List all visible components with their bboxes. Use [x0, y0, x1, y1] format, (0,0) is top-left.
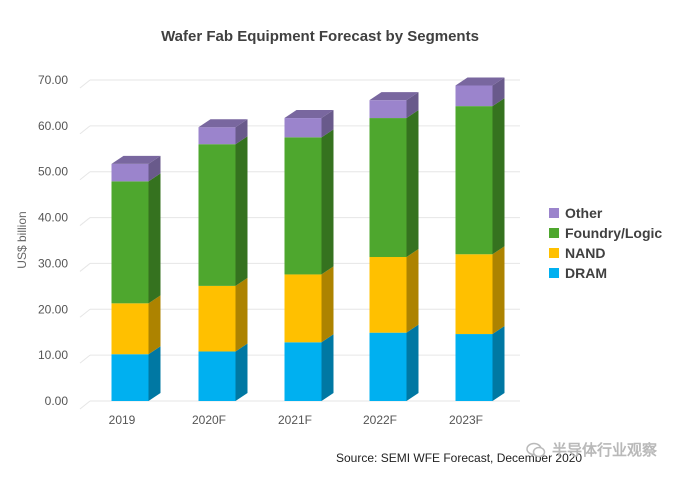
chart-title: Wafer Fab Equipment Forecast by Segments: [161, 28, 479, 45]
bar-side-dram: [406, 324, 419, 401]
wechat-icon: [526, 442, 546, 457]
bar-segment-other: [369, 100, 407, 119]
legend-item-other: Other: [549, 203, 662, 223]
bar-stack: [369, 92, 419, 401]
bar-segment-nand: [198, 285, 236, 352]
bar-side-other: [492, 77, 505, 107]
bar-segment-dram: [369, 332, 407, 401]
bar-side-foundry-logic: [235, 136, 248, 286]
y-tick-label: 50.00: [38, 165, 68, 179]
legend-swatch-foundry-logic: [549, 228, 559, 238]
bar-stack: [455, 77, 505, 401]
x-tick-label: 2023F: [449, 413, 483, 427]
bar-side-dram: [321, 334, 334, 401]
bar-stack: [198, 119, 248, 401]
bar-segment-dram: [198, 351, 236, 401]
bar-segment-foundry-logic: [455, 106, 493, 255]
bar-side-other: [321, 110, 334, 138]
bar-side-dram: [148, 346, 161, 401]
bar-top-other: [198, 119, 248, 128]
bar-side-other: [406, 92, 419, 119]
gridline-depth: [79, 354, 91, 364]
watermark: 半导体行业观察: [526, 439, 657, 460]
bar-top-other: [455, 77, 505, 86]
bar-side-nand: [492, 246, 505, 335]
bar-stack: [111, 155, 161, 401]
legend-label-other: Other: [565, 205, 603, 221]
legend-swatch-other: [549, 208, 559, 218]
x-tick-label: 2019: [109, 413, 136, 427]
bar-segment-dram: [111, 354, 149, 401]
legend-swatch-nand: [549, 248, 559, 258]
legend-item-dram: DRAM: [549, 263, 662, 283]
bar-segment-nand: [455, 254, 493, 335]
legend-label-dram: DRAM: [565, 265, 607, 281]
bar-top-other: [111, 155, 161, 164]
watermark-text: 半导体行业观察: [552, 441, 658, 459]
x-tick-label: 2022F: [363, 413, 397, 427]
legend-label-nand: NAND: [565, 245, 606, 261]
bar-segment-nand: [111, 303, 149, 355]
bar-side-dram: [492, 326, 505, 401]
bar-side-nand: [321, 266, 334, 343]
y-tick-labels: 0.00 10.00 20.00 30.00 40.00 50.00 60.00 70.00: [38, 73, 68, 408]
gridline-depth: [79, 125, 91, 135]
bar-segment-dram: [455, 334, 493, 401]
source-note: Source: SEMI WFE Forecast, December 2020: [336, 451, 583, 465]
bar-segment-foundry-logic: [111, 181, 149, 304]
bar-segment-nand: [284, 274, 322, 343]
legend-label-foundry-logic: Foundry/Logic: [565, 225, 663, 241]
bar-top-other: [369, 92, 419, 101]
bar-segment-foundry-logic: [369, 118, 407, 258]
legend-item-nand: NAND: [549, 243, 662, 263]
y-tick-label: 30.00: [38, 256, 68, 270]
x-tick-label: 2021F: [278, 413, 312, 427]
bar-side-nand: [406, 249, 419, 333]
y-tick-label: 60.00: [38, 119, 68, 133]
bar-stacks: [111, 77, 505, 401]
bar-side-foundry-logic: [492, 98, 505, 255]
bar-side-foundry-logic: [406, 110, 419, 258]
bar-segment-other: [198, 127, 236, 145]
y-tick-label: 0.00: [45, 394, 69, 408]
y-tick-label: 40.00: [38, 211, 68, 225]
gridline-depth: [79, 308, 91, 318]
bar-segment-other: [111, 163, 149, 182]
gridline-depth: [79, 79, 91, 89]
gridline-depth: [79, 217, 91, 226]
gridline-depth: [79, 263, 91, 272]
bar-segment-other: [284, 118, 322, 138]
bar-side-dram: [235, 343, 248, 401]
bar-segment-other: [455, 85, 493, 107]
bar-side-nand: [148, 295, 161, 355]
bar-top-other: [284, 110, 334, 119]
bar-stack: [284, 110, 334, 401]
bar-side-foundry-logic: [321, 129, 334, 275]
bar-side-foundry-logic: [148, 173, 161, 304]
bar-segment-nand: [369, 257, 407, 333]
bar-side-other: [235, 119, 248, 145]
y-tick-label: 20.00: [38, 302, 68, 316]
x-tick-label: 2020F: [192, 413, 226, 427]
legend-item-foundry-logic: Foundry/Logic: [549, 223, 662, 243]
gridline-depth: [79, 400, 91, 410]
x-tick-labels: 2019 2020F 2021F 2022F 2023F: [109, 413, 483, 427]
legend: Other Foundry/Logic NAND DRAM: [549, 203, 662, 283]
legend-swatch-dram: [549, 268, 559, 278]
bar-side-nand: [235, 277, 248, 352]
y-tick-label: 10.00: [38, 348, 68, 362]
bar-segment-foundry-logic: [284, 137, 322, 275]
bar-segment-dram: [284, 342, 322, 401]
y-tick-label: 70.00: [38, 73, 68, 87]
gridline-depth: [79, 171, 91, 181]
bar-segment-foundry-logic: [198, 144, 236, 286]
bar-side-other: [148, 155, 161, 182]
